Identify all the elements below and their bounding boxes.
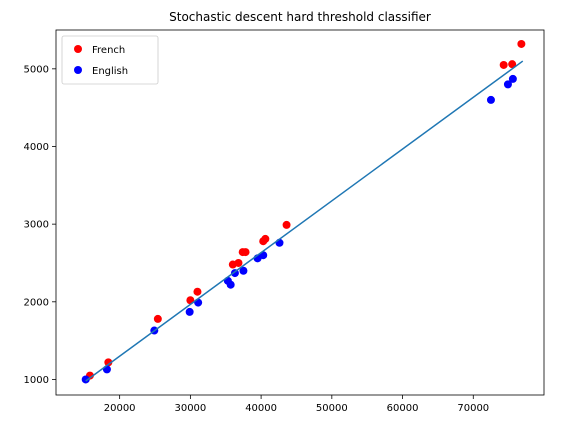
point-english [185, 307, 194, 316]
point-french [193, 287, 202, 296]
point-french [153, 314, 162, 323]
point-french [241, 248, 250, 257]
legend-marker-french [74, 45, 82, 53]
point-french [508, 60, 517, 69]
legend-label-french: French [92, 45, 125, 56]
y-tick-label: 1000 [24, 375, 49, 386]
axes-frame [55, 29, 545, 396]
point-english [486, 95, 495, 104]
x-tick-label: 60000 [387, 403, 419, 414]
point-french [282, 220, 291, 229]
legend-box [61, 35, 159, 85]
point-french [104, 358, 113, 367]
y-tick-label: 4000 [24, 142, 49, 153]
point-english [102, 365, 111, 374]
point-english [194, 298, 203, 307]
x-tick-label: 30000 [174, 403, 206, 414]
chart-title: Stochastic descent hard threshold classi… [169, 10, 431, 24]
y-tick-label: 3000 [24, 220, 49, 231]
legend: French English [61, 35, 159, 85]
legend-label-english: English [92, 66, 128, 77]
plot-area [81, 39, 526, 384]
point-english [503, 80, 512, 89]
fit-line [85, 60, 524, 382]
point-french [261, 234, 270, 243]
x-tick-label: 70000 [457, 403, 489, 414]
legend-marker-english [74, 66, 82, 74]
y-axis: 1000 2000 3000 4000 5000 [24, 64, 56, 386]
x-tick-label: 20000 [104, 403, 136, 414]
point-english [508, 74, 517, 83]
point-french [234, 258, 243, 267]
x-tick-label: 40000 [245, 403, 277, 414]
point-french [499, 60, 508, 69]
point-french [517, 39, 526, 48]
y-tick-label: 2000 [24, 297, 49, 308]
x-tick-label: 50000 [316, 403, 348, 414]
point-english [81, 375, 90, 384]
point-english [226, 280, 235, 289]
point-english [239, 266, 248, 275]
x-axis: 20000 30000 40000 50000 60000 70000 [104, 395, 489, 414]
y-tick-label: 5000 [24, 64, 49, 75]
